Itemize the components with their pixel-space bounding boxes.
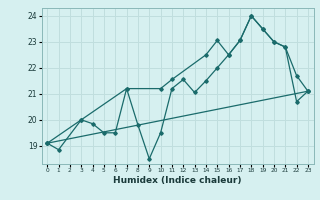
X-axis label: Humidex (Indice chaleur): Humidex (Indice chaleur) [113, 176, 242, 185]
